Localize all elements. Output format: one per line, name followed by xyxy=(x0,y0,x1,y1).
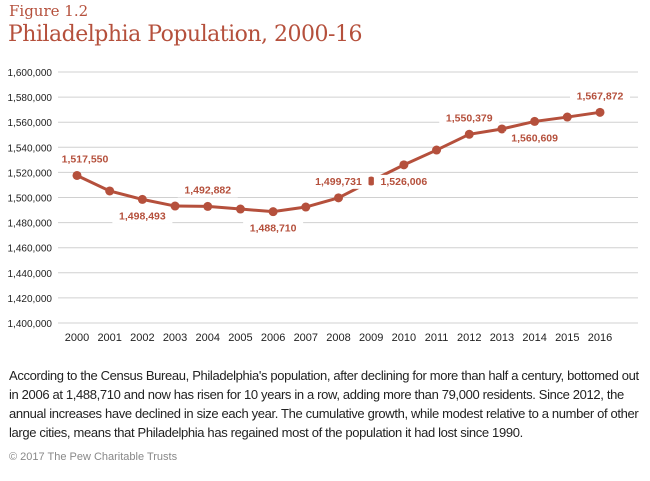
x-tick-label: 2005 xyxy=(228,332,252,344)
data-label: 1,550,379 xyxy=(446,112,493,124)
data-point xyxy=(366,176,376,186)
data-label: 1,517,550 xyxy=(62,153,109,165)
y-tick-label: 1,560,000 xyxy=(8,118,53,129)
figure-label: Figure 1.2 xyxy=(9,2,89,20)
y-tick-label: 1,460,000 xyxy=(8,244,53,255)
y-tick-label: 1,500,000 xyxy=(8,194,53,205)
data-point xyxy=(268,207,278,217)
data-point xyxy=(530,116,540,126)
x-tick-label: 2004 xyxy=(196,332,220,344)
x-tick-label: 2007 xyxy=(294,332,318,344)
data-label-bg xyxy=(504,131,565,146)
data-point xyxy=(72,170,82,180)
y-tick-label: 1,400,000 xyxy=(8,319,53,330)
data-label-bg xyxy=(243,221,304,236)
data-label-bg xyxy=(112,209,173,224)
data-label: 1,560,609 xyxy=(511,132,558,144)
x-tick-label: 2016 xyxy=(588,332,612,344)
y-tick-label: 1,440,000 xyxy=(8,269,53,280)
data-point xyxy=(235,204,245,214)
data-label: 1,488,710 xyxy=(250,223,297,235)
x-tick-label: 2003 xyxy=(163,332,187,344)
data-point xyxy=(203,201,213,211)
data-point xyxy=(464,129,474,139)
data-label-bg xyxy=(55,152,115,167)
data-label: 1,498,493 xyxy=(119,210,166,222)
x-tick-label: 2012 xyxy=(457,332,481,344)
data-point xyxy=(137,194,147,204)
x-tick-label: 2014 xyxy=(522,332,546,344)
x-tick-label: 2011 xyxy=(425,332,449,344)
y-tick-label: 1,520,000 xyxy=(8,168,53,179)
x-tick-label: 2002 xyxy=(130,332,154,344)
data-label-bg xyxy=(439,111,500,126)
x-tick-label: 2015 xyxy=(555,332,579,344)
copyright: © 2017 The Pew Charitable Trusts xyxy=(9,451,178,463)
data-label: 1,492,882 xyxy=(184,184,231,196)
data-label-bg xyxy=(308,174,369,189)
data-point xyxy=(170,201,180,211)
x-tick-label: 2001 xyxy=(97,332,121,344)
data-label: 1,499,731 xyxy=(315,176,362,188)
chart-title: Philadelphia Population, 2000-16 xyxy=(8,22,362,47)
y-tick-label: 1,480,000 xyxy=(8,219,53,230)
y-tick-label: 1,420,000 xyxy=(8,294,53,305)
data-label-bg xyxy=(373,174,434,189)
data-label: 1,567,872 xyxy=(577,90,624,102)
footer-block: According to the Census Bureau, Philadel… xyxy=(9,366,645,464)
data-label: 1,526,006 xyxy=(381,176,428,188)
data-point xyxy=(595,107,605,117)
line-chart: 1,400,000 1,420,000 1,440,000 1,460,000 1,48… xyxy=(8,68,638,344)
data-point xyxy=(105,186,115,196)
x-tick-label: 2008 xyxy=(326,332,350,344)
caption: According to the Census Bureau, Philadel… xyxy=(9,368,639,440)
data-label-bg xyxy=(177,183,238,198)
data-point xyxy=(562,112,572,122)
x-tick-label: 2006 xyxy=(261,332,285,344)
x-tick-label: 2009 xyxy=(359,332,383,344)
data-point xyxy=(301,202,311,212)
data-point xyxy=(399,160,409,170)
x-tick-label: 2000 xyxy=(65,332,89,344)
x-tick-label: 2010 xyxy=(392,332,416,344)
data-point xyxy=(497,124,507,134)
data-label-bg xyxy=(570,89,630,104)
y-tick-label: 1,540,000 xyxy=(8,143,53,154)
y-tick-label: 1,600,000 xyxy=(8,68,53,79)
data-point xyxy=(334,193,343,203)
x-tick-label: 2013 xyxy=(490,332,514,344)
y-tick-label: 1,580,000 xyxy=(8,93,53,104)
data-point xyxy=(432,145,442,155)
